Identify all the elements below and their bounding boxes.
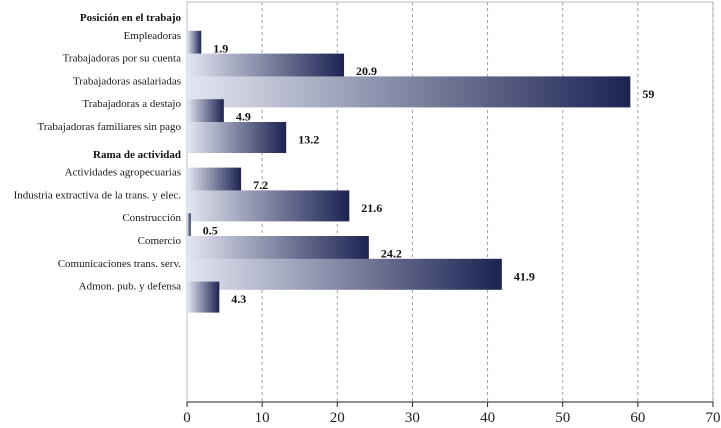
data-label: 13.2	[298, 133, 319, 147]
category-label: Construcción	[122, 212, 181, 224]
data-label: 0.5	[203, 224, 218, 238]
x-tick-label-10: 10	[255, 410, 270, 426]
category-label: Trabajadoras a destajo	[82, 98, 181, 110]
bar	[187, 213, 191, 245]
x-tick-label-40: 40	[480, 410, 495, 426]
category-label: Comercio	[138, 235, 182, 247]
data-label: 1.9	[213, 41, 228, 55]
category-label: Empleadoras	[124, 30, 181, 42]
data-label: 20.9	[356, 64, 377, 78]
data-label: 59	[642, 87, 654, 101]
category-label: Trabajadoras por su cuenta	[63, 53, 182, 65]
bar	[187, 76, 631, 108]
x-tick-label-60: 60	[630, 410, 645, 426]
bars	[187, 30, 631, 313]
x-tick-label-50: 50	[555, 410, 570, 426]
x-tick-label-30: 30	[405, 410, 420, 426]
bar	[187, 122, 287, 153]
bar	[187, 190, 350, 222]
data-label: 24.2	[381, 247, 402, 261]
x-tick-label-0: 0	[183, 410, 191, 426]
bar	[187, 258, 502, 290]
group-header: Rama de actividad	[93, 149, 181, 161]
x-tick-label-70: 70	[706, 410, 721, 426]
data-label: 7.2	[253, 178, 268, 192]
data-label: 4.9	[236, 110, 251, 124]
category-labels: Posición en el trabajo Empleadoras 1.9 Trab…	[14, 12, 655, 306]
category-label: Comunicaciones trans. serv.	[58, 258, 182, 270]
data-label: 21.6	[361, 201, 382, 215]
category-label: Trabajadoras familiares sin pago	[38, 121, 182, 133]
x-tick-label-20: 20	[330, 410, 345, 426]
category-label: Industria extractiva de la trans. y elec…	[14, 189, 182, 201]
category-label: Actividades agropecuarias	[65, 167, 181, 179]
group-header: Posición en el trabajo	[80, 12, 182, 24]
data-label: 41.9	[514, 269, 535, 283]
x-axis: 0 10 20 30 40 50 60 70	[183, 401, 721, 426]
category-label: Trabajadoras asalariadas	[73, 75, 181, 87]
data-label: 4.3	[231, 292, 246, 306]
bar	[187, 281, 220, 313]
category-label: Admon. pub. y defensa	[79, 281, 181, 293]
